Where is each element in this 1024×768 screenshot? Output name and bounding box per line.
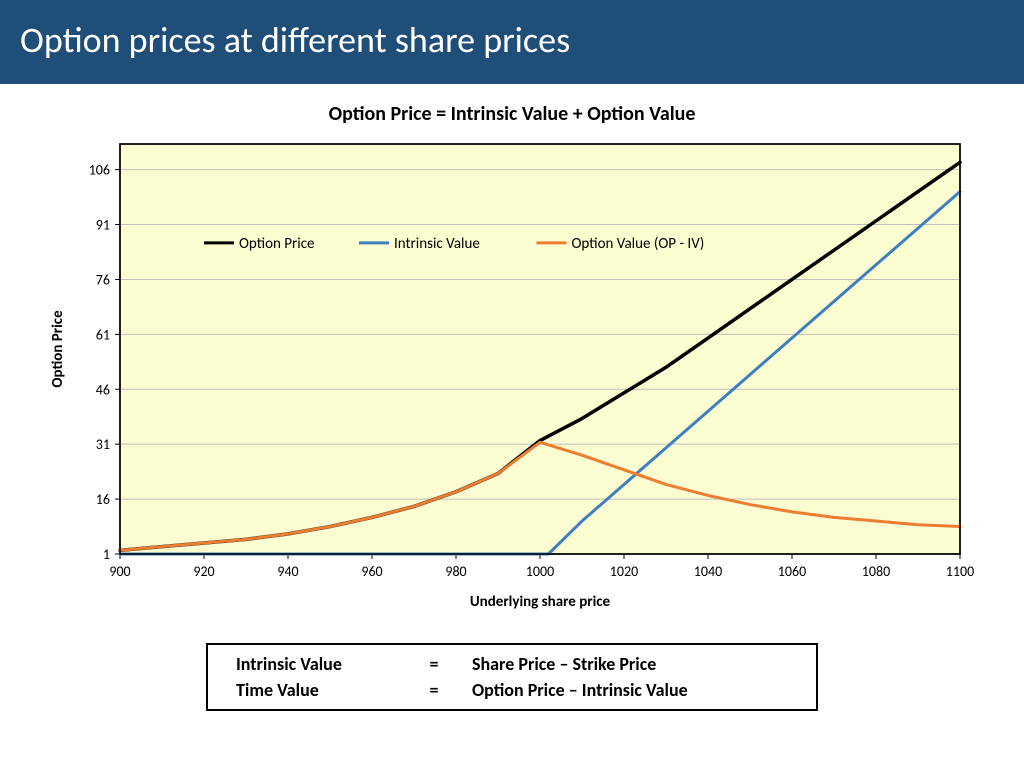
svg-text:Intrinsic Value: Intrinsic Value: [394, 235, 480, 253]
svg-text:Option Price: Option Price: [239, 235, 315, 253]
svg-text:900: 900: [109, 563, 130, 580]
svg-text:61: 61: [96, 326, 110, 343]
page-title: Option prices at different share prices: [20, 18, 1004, 62]
svg-text:980: 980: [445, 563, 466, 580]
svg-text:106: 106: [89, 162, 110, 179]
svg-text:1040: 1040: [694, 563, 722, 580]
svg-text:920: 920: [193, 563, 214, 580]
formula-table: Intrinsic Value=Share Price – Strike Pri…: [232, 651, 792, 703]
formula-box: Intrinsic Value=Share Price – Strike Pri…: [206, 643, 818, 711]
svg-text:1020: 1020: [610, 563, 638, 580]
title-bar: Option prices at different share prices: [0, 0, 1024, 84]
svg-text:91: 91: [96, 217, 110, 234]
svg-text:76: 76: [96, 271, 110, 288]
svg-text:1060: 1060: [778, 563, 806, 580]
svg-text:Option Value (OP - IV): Option Value (OP - IV): [572, 235, 705, 253]
chart-title: Option Price = Intrinsic Value + Option …: [40, 102, 984, 126]
svg-text:1080: 1080: [862, 563, 890, 580]
chart-area: Option Price = Intrinsic Value + Option …: [0, 84, 1024, 619]
svg-text:1100: 1100: [946, 563, 974, 580]
svg-text:Underlying share price: Underlying share price: [470, 593, 611, 611]
svg-text:1000: 1000: [526, 563, 554, 580]
svg-text:960: 960: [361, 563, 382, 580]
line-chart: 900 920 940 960 980 1000 1020 1040 1060 1080 1100 1…: [40, 134, 980, 614]
svg-text:46: 46: [96, 381, 110, 398]
svg-text:31: 31: [96, 436, 110, 453]
svg-text:Option Price: Option Price: [49, 310, 67, 388]
svg-text:940: 940: [277, 563, 298, 580]
svg-text:1: 1: [103, 546, 110, 563]
svg-text:16: 16: [96, 491, 110, 508]
